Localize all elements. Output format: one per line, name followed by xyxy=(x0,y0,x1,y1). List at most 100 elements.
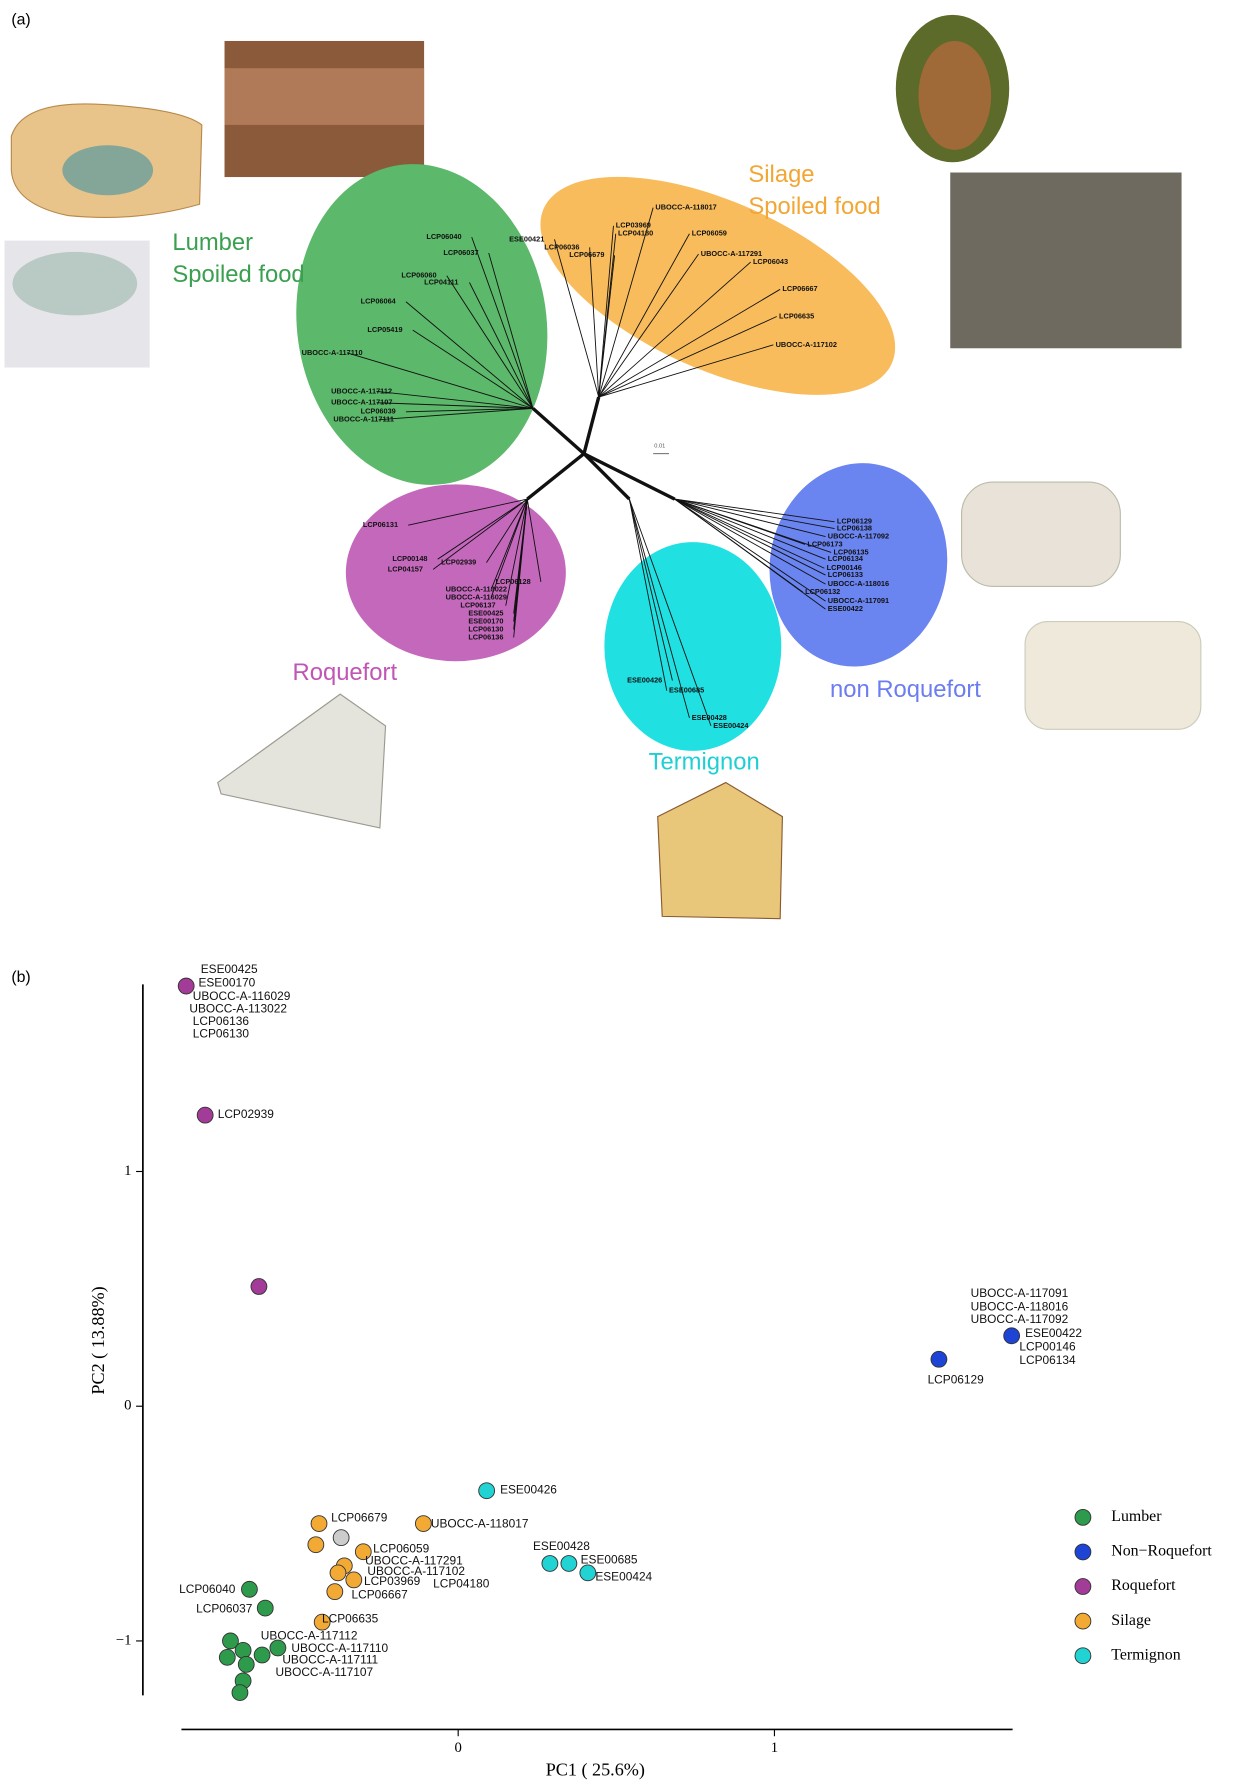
group-label: Lumber xyxy=(172,229,253,256)
branch xyxy=(598,225,614,398)
strain-label: LCP06040 xyxy=(426,232,461,241)
strain-label: LCP04180 xyxy=(618,229,653,238)
cluster-ellipse xyxy=(769,463,948,667)
strain-label: ESE00685 xyxy=(669,686,704,695)
branch xyxy=(469,282,534,409)
roquefort-photo xyxy=(217,693,387,829)
branch xyxy=(408,498,528,526)
branch xyxy=(674,498,826,585)
strain-label: ESE00424 xyxy=(713,721,749,730)
branch xyxy=(432,498,528,570)
group-label: Spoiled food xyxy=(748,193,880,220)
branch xyxy=(505,498,528,606)
x-axis-label: PC1 ( 25.6%) xyxy=(546,1760,645,1781)
strain-label: ESE00428 xyxy=(692,713,727,722)
branch xyxy=(674,498,832,553)
branch xyxy=(583,452,676,501)
branch xyxy=(674,498,826,602)
branch xyxy=(589,247,600,398)
strain-label: LCP06667 xyxy=(782,284,817,293)
branch xyxy=(513,499,528,638)
point-label: UBOCC-A-113022 xyxy=(189,1002,287,1016)
strain-label: LCP06064 xyxy=(361,297,397,306)
strain-label: LCP06129 xyxy=(837,517,872,526)
strain-label: LCP00148 xyxy=(392,554,427,563)
mold-patch xyxy=(62,145,154,196)
strain-label: UBOCC-A-117092 xyxy=(828,531,889,540)
legend-marker xyxy=(1074,1647,1092,1665)
branch xyxy=(598,207,654,398)
branch xyxy=(554,239,600,398)
point-label: ESE00428 xyxy=(533,1539,590,1553)
point xyxy=(414,1515,432,1532)
point xyxy=(307,1536,325,1554)
point xyxy=(579,1564,597,1582)
strain-label: LCP06059 xyxy=(692,229,727,238)
branch xyxy=(628,498,712,727)
point xyxy=(250,1278,268,1295)
legend-label: Non−Roquefort xyxy=(1111,1543,1212,1560)
branch xyxy=(471,236,534,409)
group-label: Roquefort xyxy=(293,659,398,686)
legend-label: Termignon xyxy=(1111,1646,1180,1663)
legend-label: Roquefort xyxy=(1111,1577,1176,1594)
point-label: UBOCC-A-116029 xyxy=(193,989,291,1003)
point-label: LCP06037 xyxy=(196,1601,253,1615)
point-label: LCP06040 xyxy=(179,1582,236,1596)
branch xyxy=(490,498,528,598)
point xyxy=(354,1543,372,1561)
legend-label: Silage xyxy=(1111,1612,1151,1629)
strain-label: LCP06039 xyxy=(361,407,396,416)
legend-marker xyxy=(1074,1578,1092,1595)
branch xyxy=(486,498,528,563)
point-label: LCP04180 xyxy=(433,1576,490,1590)
branch xyxy=(378,407,533,421)
point-label: UBOCC-A-117092 xyxy=(971,1312,1069,1326)
cluster-ellipse xyxy=(604,542,782,751)
point-label: ESE00425 xyxy=(201,962,258,976)
strain-label: UBOCC-A-117102 xyxy=(776,340,837,349)
branch xyxy=(674,498,826,576)
strain-label: UBOCC-A-118016 xyxy=(828,579,889,588)
strain-label: ESE00421 xyxy=(509,234,544,243)
panel-label: (b) xyxy=(11,969,30,986)
strain-label: LCP04111 xyxy=(424,277,458,286)
branch xyxy=(598,316,777,398)
legend-marker xyxy=(1074,1612,1092,1630)
strain-label: LCP06037 xyxy=(443,248,478,257)
point xyxy=(310,1515,328,1532)
branch xyxy=(437,498,528,560)
point-label: UBOCC-A-117291 xyxy=(365,1554,463,1568)
panel-label: (a) xyxy=(11,12,30,29)
point-label: ESE00422 xyxy=(1025,1326,1082,1340)
silage-photo xyxy=(950,172,1182,349)
strain-label: LCP05419 xyxy=(367,325,402,334)
branch xyxy=(531,407,586,456)
strain-label: UBOCC-A-117091 xyxy=(828,596,889,605)
branch xyxy=(488,252,534,409)
scale-label: 0.01 xyxy=(654,443,665,449)
strain-label: UBOCC-A-117112 xyxy=(331,386,392,395)
strain-label: LCP06138 xyxy=(837,524,872,533)
branch xyxy=(674,498,825,569)
point xyxy=(234,1641,252,1659)
group-label: non Roquefort xyxy=(830,676,981,703)
branch xyxy=(674,498,826,537)
y-tick-label: 0 xyxy=(124,1398,131,1414)
strain-label: LCP06128 xyxy=(496,577,531,586)
strain-label: LCP06130 xyxy=(468,624,503,633)
strain-label: LCP06635 xyxy=(779,311,814,320)
strain-label: LCP06060 xyxy=(401,271,436,280)
strain-label: LCP06043 xyxy=(753,257,788,266)
point xyxy=(478,1482,496,1500)
point xyxy=(241,1580,258,1598)
branch xyxy=(598,261,751,398)
cheese-photo xyxy=(1024,620,1202,730)
point xyxy=(231,1684,249,1701)
point xyxy=(332,1529,350,1547)
strain-label: LCP04157 xyxy=(388,564,423,573)
strain-label: LCP06135 xyxy=(833,547,868,556)
strain-label: LCP06136 xyxy=(468,632,503,641)
point xyxy=(256,1599,274,1617)
